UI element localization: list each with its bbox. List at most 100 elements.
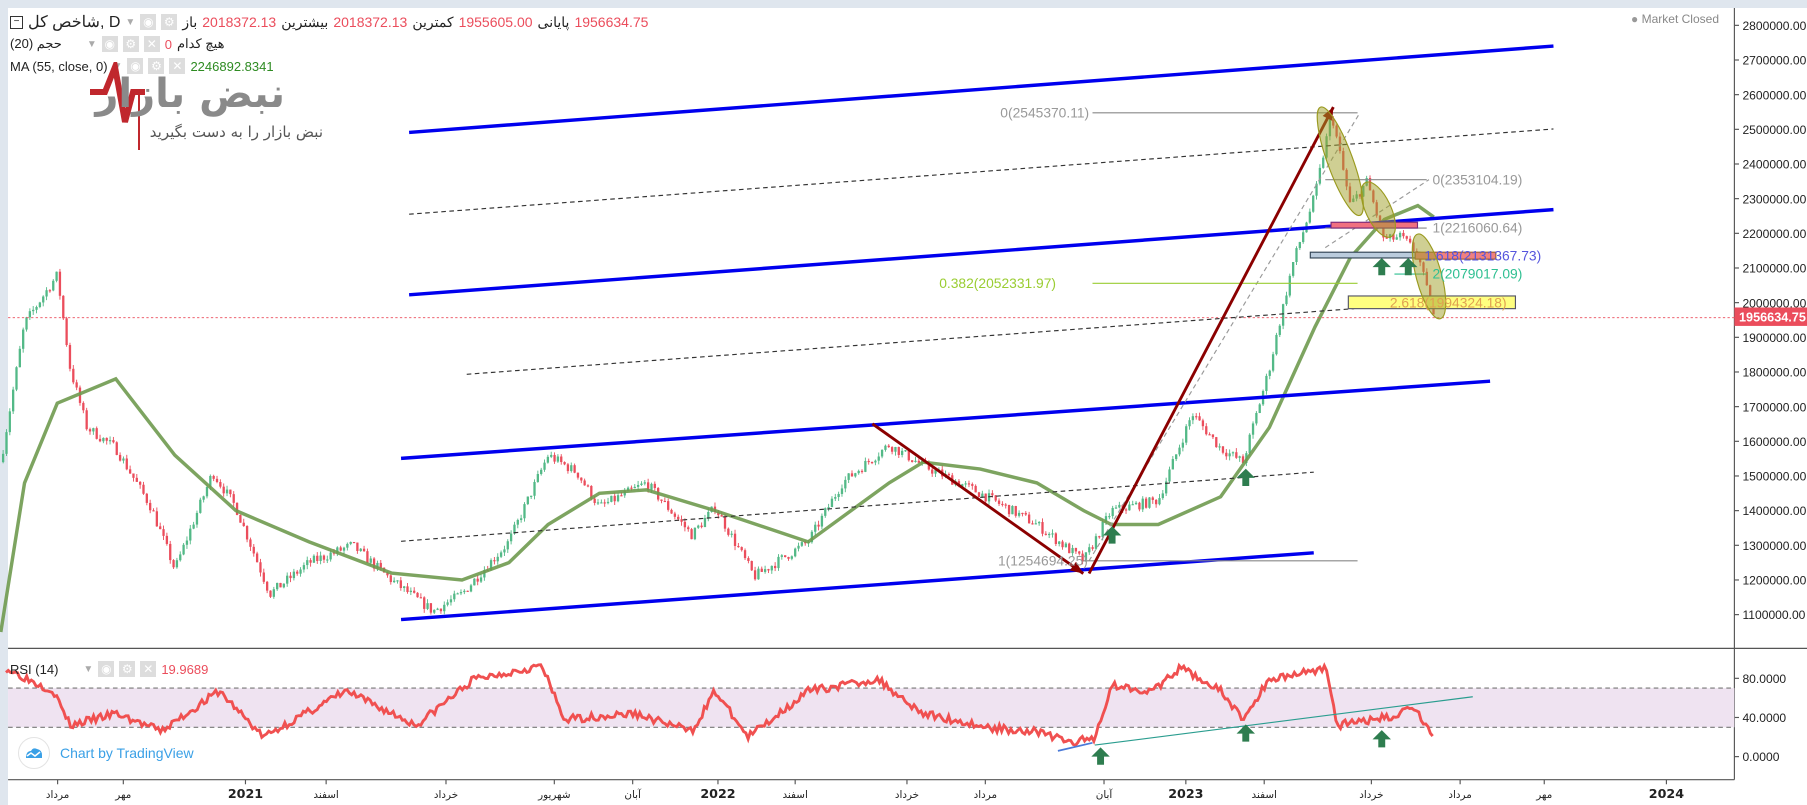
candle bbox=[513, 524, 516, 534]
gear-icon[interactable]: ⚙ bbox=[122, 36, 139, 52]
candle bbox=[98, 438, 102, 442]
ma-label[interactable]: MA (55, close, 0) bbox=[10, 58, 108, 74]
price-tick-label: 1700000.00 bbox=[1742, 400, 1806, 414]
candle bbox=[543, 462, 546, 470]
candle bbox=[703, 518, 707, 528]
candle bbox=[1265, 375, 1268, 391]
candle bbox=[386, 572, 389, 576]
candle bbox=[185, 540, 189, 545]
chevron-down-icon[interactable]: ▼ bbox=[86, 38, 97, 50]
candle bbox=[289, 575, 292, 579]
candle bbox=[1164, 481, 1168, 494]
price-tick-label: 1200000.00 bbox=[1742, 574, 1806, 588]
channel-line bbox=[400, 379, 1491, 461]
candle bbox=[1238, 456, 1241, 458]
candle bbox=[138, 481, 142, 485]
candle bbox=[1101, 521, 1104, 537]
candle bbox=[1134, 502, 1138, 505]
candle bbox=[322, 555, 326, 560]
candle bbox=[309, 560, 312, 563]
legend-main: − شاخص کل, D ▼ ◉ ⚙ باز 2018372.13 بیشتری… bbox=[10, 12, 648, 32]
candle bbox=[1091, 547, 1094, 549]
candle bbox=[850, 473, 854, 477]
candle bbox=[1007, 504, 1011, 515]
candle bbox=[1088, 547, 1091, 553]
candle bbox=[1168, 469, 1171, 482]
close-icon[interactable]: ✕ bbox=[143, 36, 160, 52]
chevron-down-icon[interactable]: ▼ bbox=[125, 16, 136, 28]
candle bbox=[469, 585, 473, 592]
candle bbox=[1124, 509, 1128, 511]
time-tick-label: 2021 bbox=[228, 786, 263, 801]
collapse-icon[interactable]: − bbox=[10, 15, 23, 29]
candle bbox=[837, 493, 840, 498]
candle bbox=[857, 470, 860, 474]
market-status: ● Market Closed bbox=[1631, 12, 1719, 26]
candle bbox=[292, 571, 296, 579]
candle bbox=[794, 548, 797, 557]
candle bbox=[489, 560, 493, 571]
gear-icon[interactable]: ⚙ bbox=[119, 661, 136, 677]
candle bbox=[232, 494, 235, 503]
candle bbox=[613, 495, 616, 502]
candle bbox=[1408, 238, 1412, 243]
candle bbox=[1041, 522, 1044, 534]
close-icon[interactable]: ✕ bbox=[140, 661, 157, 677]
candle bbox=[770, 565, 773, 571]
drawings[interactable] bbox=[400, 44, 1554, 622]
candle bbox=[279, 582, 282, 588]
tradingview-link[interactable]: Chart by TradingView bbox=[18, 737, 194, 769]
candle bbox=[1138, 502, 1141, 510]
candle bbox=[626, 487, 630, 491]
candle bbox=[847, 473, 850, 480]
candle bbox=[369, 558, 372, 563]
candle bbox=[1395, 237, 1398, 240]
candle bbox=[28, 311, 32, 318]
candle bbox=[172, 560, 175, 568]
tradingview-text[interactable]: Chart by TradingView bbox=[60, 745, 194, 761]
candle bbox=[362, 548, 366, 552]
close-icon[interactable]: ✕ bbox=[169, 58, 186, 74]
candle bbox=[1235, 452, 1238, 458]
fib-label-bottom: 1(1254694.25) bbox=[998, 552, 1088, 568]
volume-label[interactable]: حجم (20) bbox=[10, 36, 62, 51]
candle bbox=[1094, 536, 1098, 549]
candle bbox=[610, 495, 613, 502]
candle bbox=[907, 450, 910, 461]
candle bbox=[620, 495, 623, 497]
candle bbox=[65, 318, 68, 346]
symbol-label[interactable]: شاخص کل, D bbox=[28, 14, 121, 31]
rsi-label[interactable]: RSI (14) bbox=[10, 661, 59, 677]
chevron-down-icon[interactable]: ▼ bbox=[83, 663, 94, 675]
candle bbox=[252, 546, 255, 554]
price-tick-label: 2000000.00 bbox=[1742, 296, 1806, 310]
eye-icon[interactable]: ◉ bbox=[98, 661, 115, 677]
price-tick-label: 2500000.00 bbox=[1742, 123, 1806, 137]
candle bbox=[1037, 522, 1041, 524]
gear-icon[interactable]: ⚙ bbox=[161, 14, 178, 30]
candle bbox=[95, 428, 98, 439]
gear-icon[interactable]: ⚙ bbox=[148, 58, 165, 74]
candle bbox=[22, 329, 25, 349]
eye-icon[interactable]: ◉ bbox=[140, 14, 157, 30]
candle bbox=[650, 483, 653, 490]
fib-ext-1: 1(2216060.64) bbox=[1432, 220, 1522, 236]
eye-icon[interactable]: ◉ bbox=[127, 58, 144, 74]
candle bbox=[88, 429, 92, 432]
candle bbox=[463, 590, 466, 593]
candle bbox=[479, 577, 483, 582]
candle bbox=[1044, 533, 1047, 535]
candle bbox=[874, 460, 877, 463]
candle bbox=[1271, 354, 1275, 371]
candle bbox=[690, 529, 693, 540]
candle bbox=[834, 497, 837, 499]
candle bbox=[797, 545, 800, 549]
time-tick-label: خرداد bbox=[434, 789, 458, 801]
candle bbox=[1281, 304, 1285, 326]
candle bbox=[1255, 412, 1258, 424]
candle bbox=[817, 524, 820, 527]
candle bbox=[687, 527, 690, 530]
candle bbox=[15, 367, 18, 390]
eye-icon[interactable]: ◉ bbox=[101, 36, 118, 52]
